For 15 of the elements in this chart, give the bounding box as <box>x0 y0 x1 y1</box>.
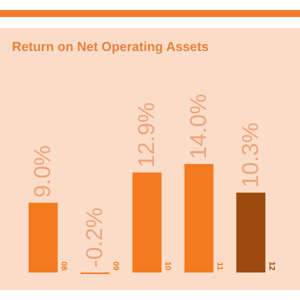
x-tick-label: 09 <box>112 262 121 271</box>
chart-title: Return on Net Operating Assets <box>12 38 209 54</box>
bar <box>132 172 162 272</box>
bar <box>184 164 214 272</box>
bar <box>236 192 266 272</box>
bar <box>28 202 58 272</box>
x-tick-label: 10 <box>164 262 173 271</box>
data-label: 9.0% <box>29 145 56 198</box>
data-label: -0.2% <box>81 207 108 268</box>
data-label: 10.3% <box>236 122 263 188</box>
x-tick-label: 11 <box>215 262 224 271</box>
data-label: 14.0% <box>184 94 211 159</box>
x-tick-label: 12 <box>267 262 276 271</box>
x-tick-label: 08 <box>60 262 69 271</box>
data-label: 12.9% <box>133 102 159 168</box>
